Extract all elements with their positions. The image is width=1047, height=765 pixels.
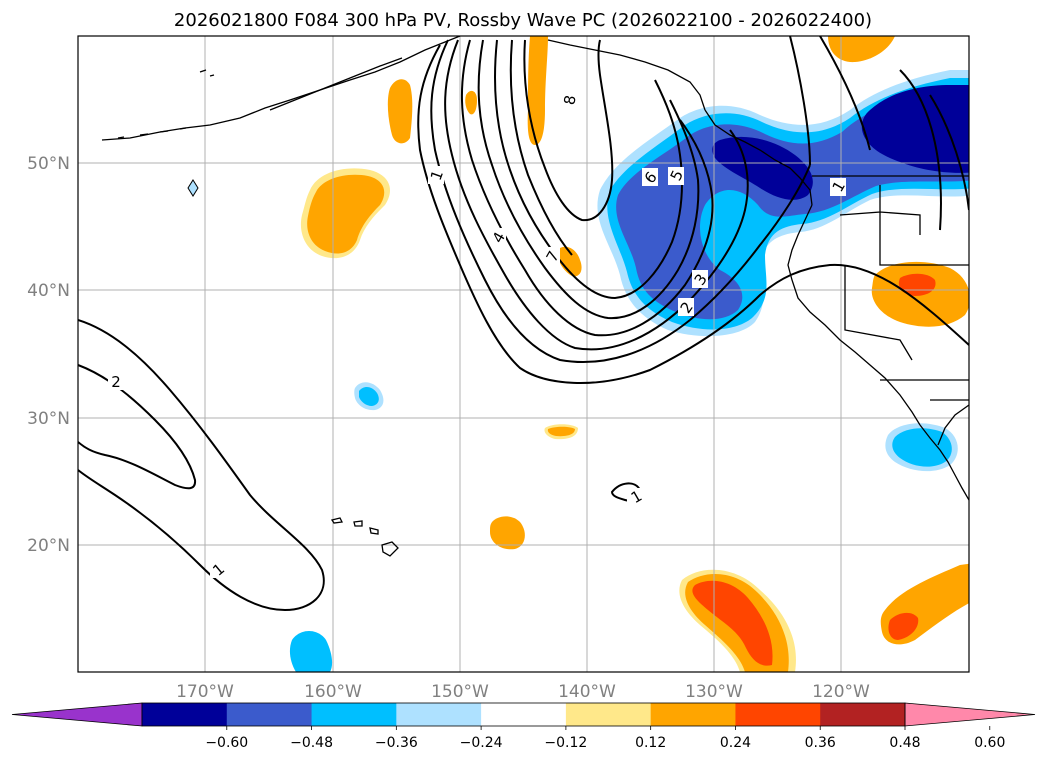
negative-anomaly-strong-east <box>861 85 969 173</box>
us-west-coast <box>787 204 921 426</box>
pv-contour-1-main <box>417 44 969 384</box>
pv-contours <box>78 36 969 612</box>
pv-contour-4 <box>461 39 714 337</box>
colorbar-tick-label: 0.24 <box>720 735 751 751</box>
colorbar-tick-label: −0.36 <box>375 735 418 751</box>
positive-anomaly-orange-5 <box>557 246 582 277</box>
colorbar-swatch <box>311 703 397 726</box>
pv-contour-2 <box>430 39 811 364</box>
colorbar-outline <box>141 702 906 727</box>
colorbar-tick-label: 0.48 <box>889 735 920 751</box>
map-frame <box>77 35 970 673</box>
colorbar-swatch <box>735 703 821 726</box>
bc-coast <box>704 109 813 206</box>
latitude-label: 30°N <box>27 409 70 429</box>
positive-anomaly-orange-1-core <box>307 174 385 254</box>
colorbar-tick-label: −0.24 <box>460 735 503 751</box>
colorbar-tick-label: −0.48 <box>290 735 333 751</box>
colorbar-swatch <box>820 703 906 726</box>
colorbar-tick-label: 0.60 <box>974 735 1005 751</box>
latitude-axis: 50°N 40°N 30°N 20°N <box>27 154 70 556</box>
latitude-label: 20°N <box>27 536 70 556</box>
positive-anomaly-orange-2 <box>387 79 413 144</box>
longitude-label: 150°W <box>431 682 489 702</box>
negative-anomaly-south-pacific <box>289 631 333 672</box>
hawaii-islands <box>330 517 399 557</box>
colorbar-tick-label: −0.12 <box>544 735 587 751</box>
pv-contour-5 <box>477 39 700 320</box>
pv-contour-7 <box>509 39 573 256</box>
colorbar-tick-label: −0.60 <box>205 735 248 751</box>
colorbar-swatch <box>481 703 567 726</box>
pv-contour-southwest-2 <box>78 364 197 490</box>
anomaly-shading <box>187 36 969 672</box>
colorbar-extend-high <box>904 702 1036 727</box>
pv-contour-6 <box>493 39 683 300</box>
negative-anomaly-baja-core <box>892 428 952 467</box>
baja-coast <box>919 424 969 501</box>
positive-anomaly-orange-3 <box>527 36 548 145</box>
colorbar-swatch <box>142 703 228 726</box>
longitude-axis: 170°W 160°W 150°W 140°W 130°W 120°W <box>176 682 870 702</box>
longitude-label: 120°W <box>812 682 870 702</box>
positive-anomaly-orange-6 <box>828 36 895 63</box>
contour-label: 2 <box>111 373 121 391</box>
state-lines <box>839 185 969 401</box>
colorbar-tick-label: 0.12 <box>635 735 666 751</box>
longitude-label: 170°W <box>176 682 234 702</box>
baja-inner-coast <box>937 404 969 446</box>
longitude-label: 130°W <box>685 682 743 702</box>
negative-anomaly-aleutian-diamond <box>187 179 199 197</box>
pv-contour-southwest-1 <box>78 319 325 612</box>
positive-anomaly-orange-4 <box>465 90 477 115</box>
latitude-label: 50°N <box>27 154 70 174</box>
positive-anomaly-southeast-core <box>888 612 919 640</box>
positive-anomaly-orange-8 <box>490 516 525 550</box>
pv-contour-8 <box>523 39 614 222</box>
colorbar-extend-low <box>11 702 143 727</box>
map-content: 1 2 3 4 5 6 7 8 1 2 1 1 <box>78 36 969 672</box>
colorbar: −0.60 −0.48 −0.36 −0.24 −0.12 0.12 0.24 0.36 0.4… <box>11 702 1036 751</box>
colorbar-swatch <box>226 703 313 726</box>
gulf-of-alaska-coast <box>547 39 706 111</box>
negative-anomaly-strong-north <box>712 136 813 200</box>
map-title: 2026021800 F084 300 hPa PV, Rossby Wave … <box>174 10 872 31</box>
longitude-label: 160°W <box>304 682 362 702</box>
negative-anomaly-north-pacific-core <box>359 387 379 406</box>
aleutian-islands <box>117 69 215 139</box>
contour-label: 8 <box>560 94 579 107</box>
pv-contour-3 <box>444 39 749 351</box>
colorbar-tick-label: 0.36 <box>805 735 836 751</box>
latitude-label: 40°N <box>27 281 70 301</box>
colorbar-swatch <box>565 703 652 726</box>
pv-contour-east <box>789 36 969 231</box>
colorbar-swatch <box>650 703 736 726</box>
alaska-peninsula <box>269 57 403 111</box>
positive-anomaly-southwest-core <box>692 580 773 666</box>
colorbar-swatch <box>396 703 482 726</box>
coastlines <box>101 36 969 557</box>
contour-labels: 1 2 3 4 5 6 7 8 1 2 1 1 <box>108 92 849 580</box>
longitude-label: 140°W <box>558 682 616 702</box>
positive-anomaly-orange-7-core <box>547 426 575 437</box>
alaska-coast <box>101 36 461 141</box>
